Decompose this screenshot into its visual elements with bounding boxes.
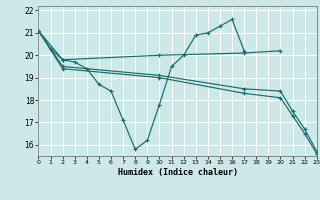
X-axis label: Humidex (Indice chaleur): Humidex (Indice chaleur) xyxy=(118,168,238,177)
